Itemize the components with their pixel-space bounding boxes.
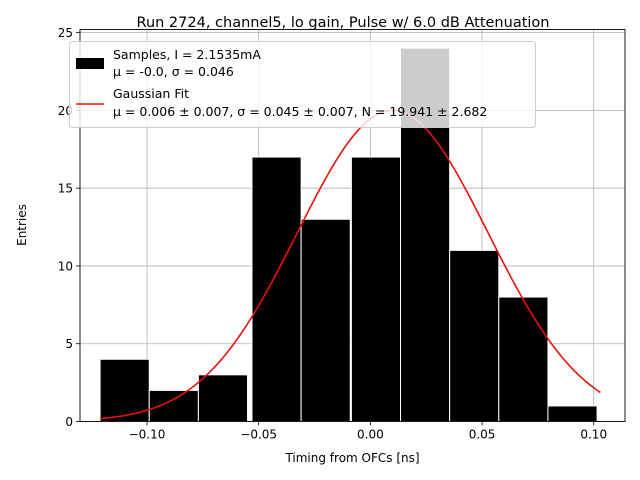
x-tick-label: −0.10 bbox=[129, 428, 166, 442]
histogram-bar-5 bbox=[300, 218, 351, 422]
y-tick-label: 5 bbox=[65, 337, 73, 351]
legend-fit-line2: μ = 0.006 ± 0.007, σ = 0.045 ± 0.007, N … bbox=[113, 104, 487, 119]
histogram-bar-8 bbox=[449, 249, 500, 422]
x-tick-label: 0.05 bbox=[469, 428, 496, 442]
x-tick-label: 0.00 bbox=[357, 428, 384, 442]
y-tick-label: 0 bbox=[65, 415, 73, 429]
histogram-bar-10 bbox=[547, 405, 598, 423]
y-tick-label: 25 bbox=[58, 26, 73, 40]
legend-samples-swatch bbox=[76, 58, 104, 69]
histogram-bar-3 bbox=[197, 374, 249, 423]
x-axis-label: Timing from OFCs [ns] bbox=[284, 451, 419, 465]
legend-box bbox=[69, 41, 536, 128]
histogram-bar-9 bbox=[498, 296, 549, 422]
plot-frame bbox=[79, 29, 626, 422]
legend-samples-line1: Samples, I = 2.1535mA bbox=[113, 47, 261, 62]
legend-samples-line2: μ = -0.0, σ = 0.046 bbox=[113, 64, 234, 79]
x-tick-label: 0.10 bbox=[580, 428, 607, 442]
bars-layer bbox=[99, 47, 598, 423]
chart-title: Run 2724, channel5, lo gain, Pulse w/ 6.… bbox=[137, 15, 550, 31]
y-axis-label: Entries bbox=[15, 204, 29, 246]
legend-fit-line1: Gaussian Fit bbox=[113, 86, 189, 101]
legend: Samples, I = 2.1535mA μ = -0.0, σ = 0.04… bbox=[69, 41, 536, 128]
fit-layer bbox=[100, 109, 601, 420]
y-tick-label: 10 bbox=[58, 259, 73, 273]
histogram-bar-4 bbox=[251, 156, 302, 423]
y-tick-label: 15 bbox=[58, 182, 73, 196]
histogram-bar-6 bbox=[350, 156, 402, 423]
x-tick-label: −0.05 bbox=[240, 428, 277, 442]
gaussian-fit-curve bbox=[100, 109, 601, 420]
histogram-bar-2 bbox=[148, 389, 199, 422]
